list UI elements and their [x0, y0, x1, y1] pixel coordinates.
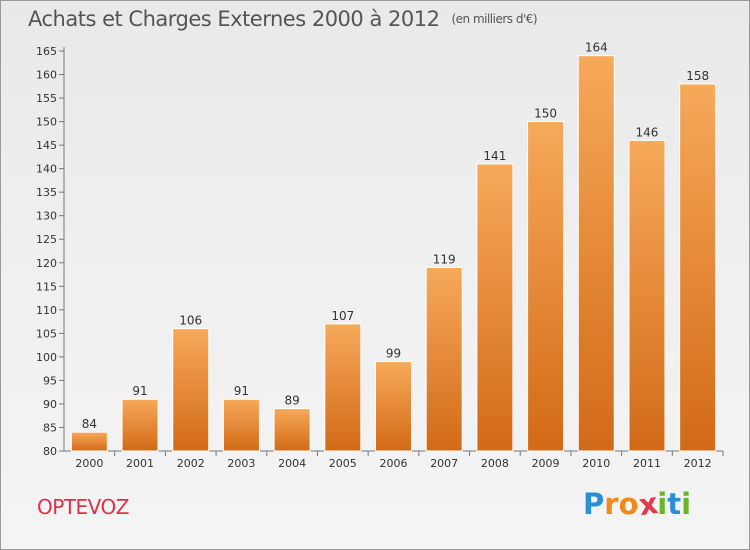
x-tick-label: 2007 [430, 457, 458, 470]
bar-value-label: 99 [386, 347, 401, 361]
x-tick-label: 2001 [126, 457, 154, 470]
y-tick-label: 100 [36, 351, 57, 364]
bar-value-label: 84 [82, 417, 97, 431]
bar-2003 [222, 398, 260, 452]
bar-2007 [425, 266, 463, 452]
y-tick-label: 120 [36, 257, 57, 270]
logo-letter: x [636, 485, 660, 523]
y-tick-label: 140 [36, 163, 57, 176]
y-tick-label: 90 [43, 398, 57, 411]
bar-2006 [375, 361, 412, 452]
bar-2011 [628, 139, 666, 452]
bar-2009 [527, 121, 565, 452]
logo-letter: P [583, 487, 605, 521]
x-tick-label: 2005 [329, 457, 357, 470]
bar-2000 [70, 431, 108, 452]
bar-value-label: 91 [234, 384, 249, 398]
y-tick-label: 95 [43, 374, 57, 387]
bar-value-label: 119 [433, 252, 456, 266]
y-tick-label: 135 [36, 186, 57, 199]
bar-2005 [324, 323, 362, 452]
logo-letter: i [681, 487, 692, 521]
logo-letter: r [604, 487, 619, 521]
bar-value-label: 89 [284, 394, 299, 408]
commune-name: OPTEVOZ [37, 495, 129, 519]
y-tick-label: 125 [36, 233, 57, 246]
bar-2012 [679, 83, 717, 452]
y-tick-label: 145 [36, 139, 57, 152]
bar-2008 [476, 163, 514, 452]
x-tick-label: 2009 [532, 457, 560, 470]
logo-letter: i [657, 487, 668, 521]
x-tick-label: 2004 [278, 457, 306, 470]
y-tick-label: 110 [36, 304, 57, 317]
x-tick-label: 2011 [633, 457, 661, 470]
y-tick-label: 130 [36, 210, 57, 223]
logo-letter: t [667, 487, 682, 521]
x-tick-label: 2002 [177, 457, 205, 470]
y-tick-label: 85 [43, 421, 57, 434]
bar-2004 [273, 408, 311, 452]
y-tick-label: 155 [36, 92, 57, 105]
bar-value-label: 164 [585, 41, 608, 55]
x-tick-label: 2003 [227, 457, 255, 470]
chart-title: Achats et Charges Externes 2000 à 2012 (e… [28, 7, 538, 31]
y-tick-label: 165 [36, 45, 57, 58]
bar-value-label: 91 [132, 384, 147, 398]
x-tick-label: 2012 [684, 457, 712, 470]
bar-value-label: 150 [534, 107, 557, 121]
logo-letter: o [618, 487, 639, 521]
bar-value-label: 146 [636, 125, 659, 139]
bar-2001 [121, 398, 159, 452]
x-tick-label: 2010 [582, 457, 610, 470]
bar-value-label: 107 [331, 309, 354, 323]
x-tick-label: 2000 [75, 457, 103, 470]
bar-2010 [577, 55, 615, 452]
title-unit: (en milliers d'€) [451, 12, 538, 26]
x-tick-label: 2008 [481, 457, 509, 470]
y-tick-label: 160 [36, 69, 57, 82]
y-tick-label: 80 [43, 445, 57, 458]
title-text: Achats et Charges Externes 2000 à 2012 [28, 7, 440, 31]
y-tick-label: 150 [36, 116, 57, 129]
y-tick-label: 105 [36, 327, 57, 340]
bar-2002 [172, 328, 210, 452]
proxiti-logo: Proxiti [583, 485, 692, 523]
bar-value-label: 106 [179, 314, 202, 328]
y-tick-label: 115 [36, 280, 57, 293]
bar-value-label: 141 [483, 149, 506, 163]
bar-value-label: 158 [686, 69, 709, 83]
x-tick-label: 2006 [380, 457, 408, 470]
